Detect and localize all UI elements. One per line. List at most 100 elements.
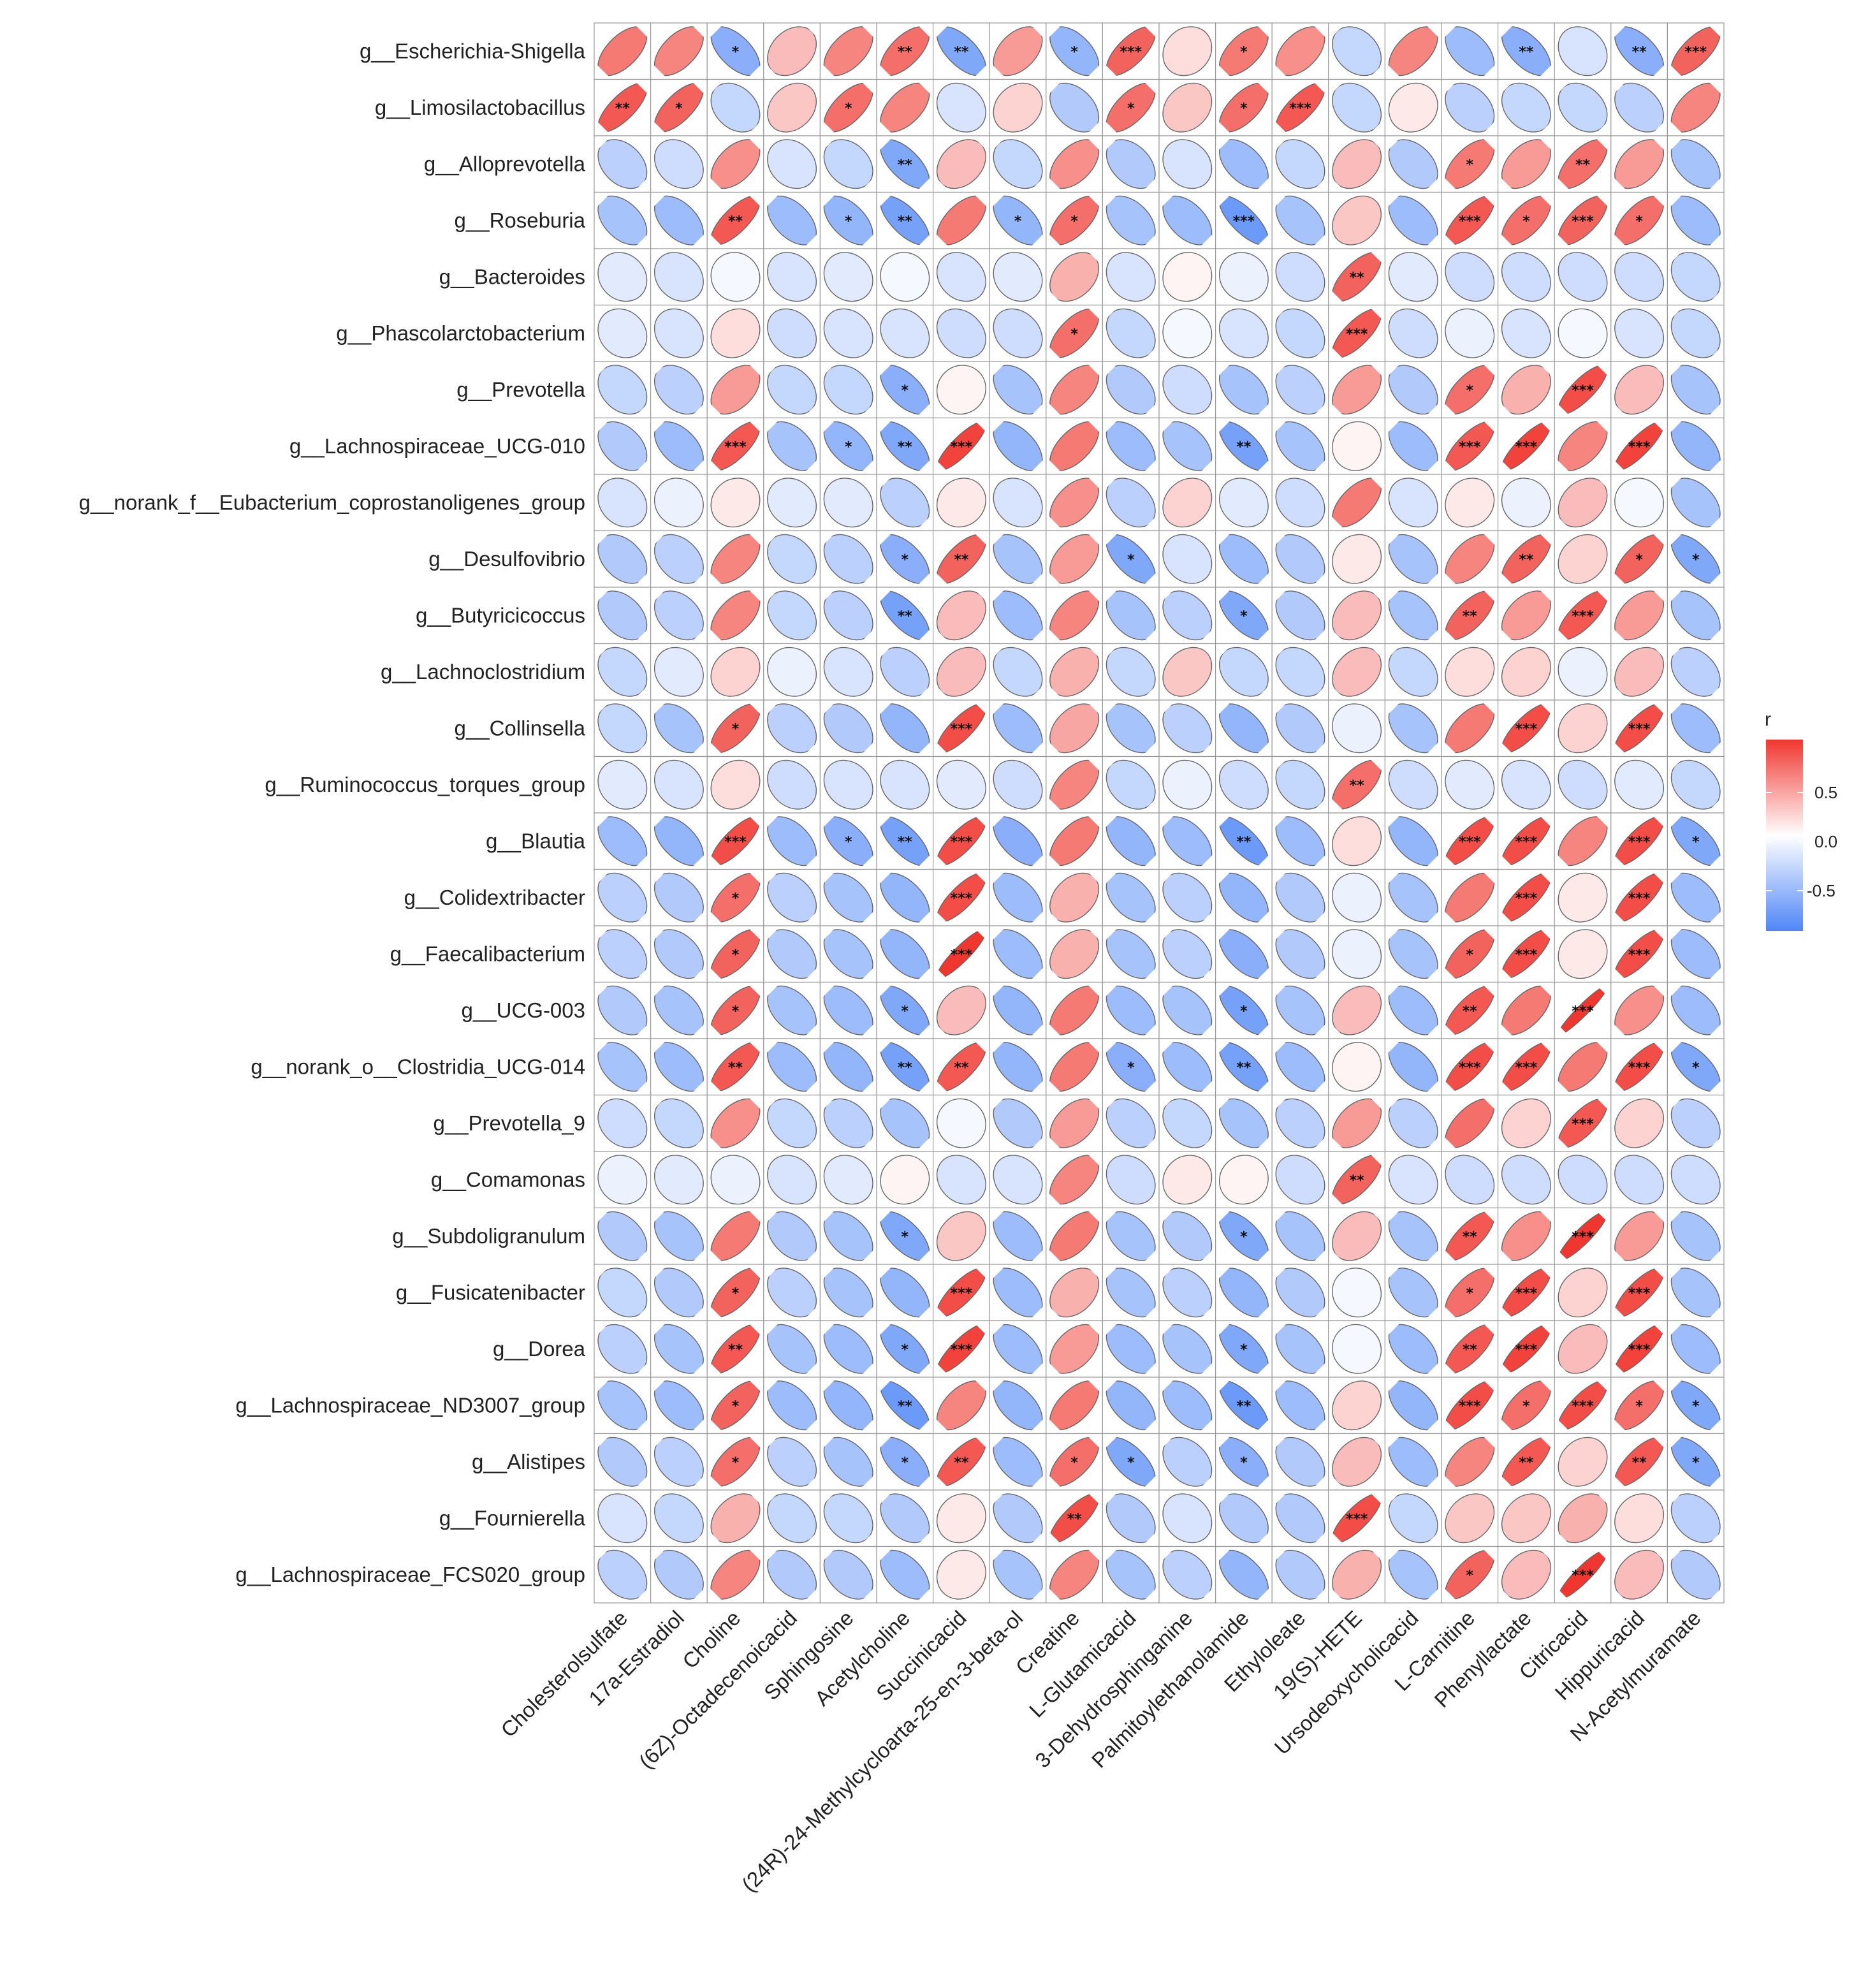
cell-18-3: [763, 1038, 821, 1096]
correlation-ellipse: [1218, 1155, 1269, 1205]
cell-21-12: [1271, 1207, 1329, 1265]
significance-marker: *: [1070, 1455, 1078, 1471]
correlation-ellipse: [936, 1493, 986, 1544]
row-label: g__Prevotella_9: [433, 1111, 585, 1135]
correlation-ellipse: [1218, 308, 1269, 358]
cell-16-2: *: [706, 925, 764, 983]
cell-24-19: *: [1667, 1377, 1725, 1435]
cell-6-18: [1610, 361, 1668, 419]
cell-4-2: [706, 248, 764, 306]
cell-21-8: [1046, 1207, 1104, 1265]
correlation-ellipse: [1558, 703, 1608, 754]
significance-marker: *: [1692, 1060, 1700, 1076]
cell-15-8: [1046, 868, 1104, 926]
cell-14-3: [763, 812, 821, 870]
cell-20-16: [1498, 1151, 1555, 1209]
cell-19-19: [1667, 1094, 1725, 1152]
cell-9-18: *: [1610, 530, 1668, 588]
correlation-ellipse: [1275, 1155, 1325, 1205]
cell-19-5: [876, 1094, 934, 1152]
cell-22-13: [1328, 1264, 1386, 1322]
cell-23-4: [819, 1320, 877, 1378]
cell-14-15: ***: [1441, 812, 1499, 870]
correlation-ellipse: [1162, 139, 1213, 189]
significance-marker: *: [675, 101, 683, 117]
cell-0-9: ***: [1102, 22, 1160, 80]
significance-marker: *: [1240, 1342, 1248, 1358]
cell-16-3: [763, 925, 821, 983]
cell-1-9: *: [1102, 78, 1160, 136]
correlation-ellipse: [1558, 308, 1608, 358]
significance-marker: *: [845, 439, 852, 455]
cell-11-18: [1610, 643, 1668, 701]
correlation-ellipse: [1558, 252, 1608, 302]
cell-25-4: [819, 1433, 877, 1491]
correlation-ellipse: [1445, 478, 1495, 528]
significance-marker: **: [1236, 439, 1252, 455]
cell-11-12: [1271, 643, 1329, 701]
significance-marker: *: [1240, 1004, 1248, 1020]
cell-23-16: ***: [1498, 1320, 1555, 1378]
significance-marker: ***: [1515, 721, 1538, 737]
row-label: g__Limosilactobacillus: [375, 96, 585, 119]
cell-13-6: [932, 756, 990, 814]
cell-27-15: *: [1441, 1546, 1499, 1604]
row-label: g__Lachnoclostridium: [381, 660, 585, 683]
cell-5-12: [1271, 304, 1329, 362]
row-label: g__UCG-003: [462, 998, 585, 1022]
significance-marker: **: [1463, 1229, 1478, 1245]
cell-1-12: ***: [1271, 78, 1329, 136]
cell-10-0: [594, 587, 652, 645]
correlation-ellipse: [1332, 421, 1382, 471]
cell-27-6: [932, 1546, 990, 1604]
cell-23-18: ***: [1610, 1320, 1668, 1378]
cell-2-10: [1158, 135, 1216, 193]
cell-10-19: [1667, 587, 1725, 645]
cell-12-10: [1158, 699, 1216, 757]
cell-11-17: [1554, 643, 1612, 701]
cell-16-8: [1046, 925, 1104, 983]
cell-9-2: [706, 530, 764, 588]
correlation-ellipse: [1614, 1155, 1665, 1205]
significance-marker: ***: [951, 1342, 973, 1358]
cell-9-4: [819, 530, 877, 588]
correlation-ellipse: [936, 1155, 986, 1205]
cell-16-10: [1158, 925, 1216, 983]
correlation-ellipse: [1614, 1098, 1665, 1148]
correlation-ellipse: [1332, 816, 1382, 866]
color-legend: r 0.5 0.0 -0.5: [1765, 709, 1837, 931]
significance-marker: *: [1466, 1285, 1474, 1301]
cell-27-10: [1158, 1546, 1216, 1604]
cell-6-5: *: [876, 361, 934, 419]
correlation-ellipse: [710, 759, 761, 810]
cell-4-6: [932, 248, 990, 306]
cell-23-10: [1158, 1320, 1216, 1378]
cell-6-15: *: [1441, 361, 1499, 419]
correlation-ellipse: [1332, 1380, 1382, 1431]
cell-3-5: **: [876, 191, 934, 249]
cell-15-9: [1102, 868, 1160, 926]
cell-18-12: [1271, 1038, 1329, 1096]
correlation-ellipse: [1501, 1155, 1551, 1205]
cell-9-9: *: [1102, 530, 1160, 588]
cell-16-4: [819, 925, 877, 983]
significance-marker: ***: [1572, 1398, 1594, 1414]
correlation-ellipse: [597, 308, 648, 358]
correlation-ellipse: [1162, 308, 1213, 358]
cell-8-2: [706, 474, 764, 532]
cell-6-9: [1102, 361, 1160, 419]
significance-marker: ***: [1515, 1342, 1538, 1358]
cell-11-1: [650, 643, 708, 701]
cell-14-5: **: [876, 812, 934, 870]
cell-20-3: [763, 1151, 821, 1209]
cell-4-13: **: [1328, 248, 1386, 306]
cell-25-16: **: [1498, 1433, 1555, 1491]
cell-25-7: [989, 1433, 1047, 1491]
cell-9-6: **: [932, 530, 990, 588]
cell-14-10: [1158, 812, 1216, 870]
row-label: g__norank_o__Clostridia_UCG-014: [251, 1055, 585, 1078]
correlation-ellipse: [1106, 1155, 1156, 1205]
cell-1-15: [1441, 78, 1499, 136]
cell-8-10: [1158, 474, 1216, 532]
cell-18-1: [650, 1038, 708, 1096]
